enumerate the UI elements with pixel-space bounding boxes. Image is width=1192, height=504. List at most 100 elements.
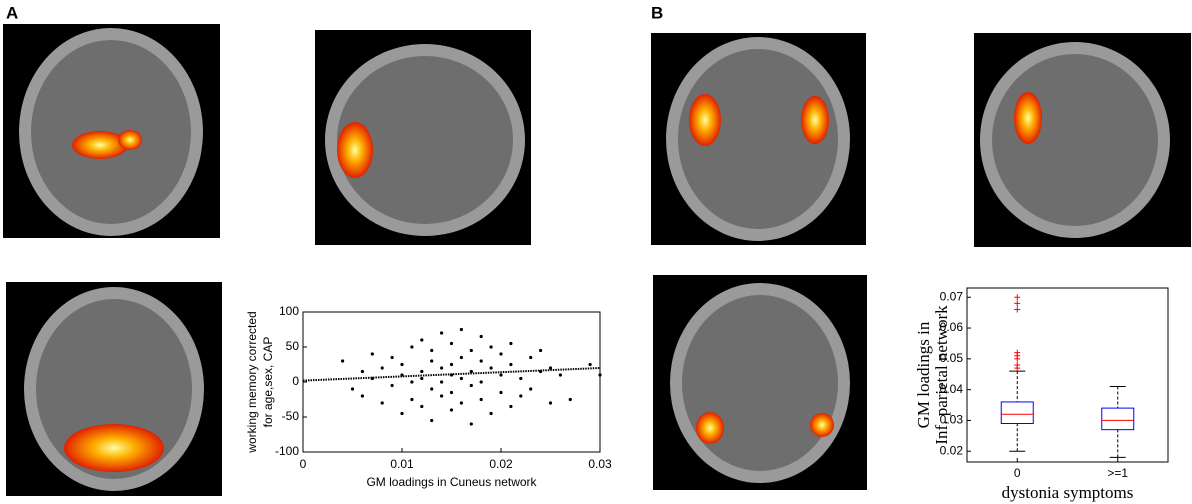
x-tick-label: 0 <box>300 457 307 471</box>
point <box>370 376 374 381</box>
brain-coronal-b <box>651 33 866 245</box>
flier <box>1014 349 1021 356</box>
point <box>430 418 434 423</box>
y-axis-label: Inf. parietal network <box>932 305 951 445</box>
point <box>548 401 553 405</box>
y-tick-label: 0.07 <box>940 289 964 303</box>
y-tick-label: 0.04 <box>940 382 964 396</box>
point <box>479 359 483 363</box>
point <box>360 369 364 374</box>
brain-coronal-a <box>3 24 220 238</box>
point <box>430 387 434 391</box>
point <box>469 348 473 353</box>
y-axis-label: GM loadings in <box>914 321 933 428</box>
y-tick-label: 100 <box>279 304 299 318</box>
y-tick-label: 0.06 <box>940 320 964 334</box>
point <box>420 338 424 342</box>
point <box>529 355 533 360</box>
point <box>380 401 384 405</box>
brain-axial-a <box>6 282 222 496</box>
point <box>341 359 345 363</box>
y-tick-label: 0.03 <box>940 413 964 427</box>
point <box>489 366 493 370</box>
flier <box>1014 361 1021 368</box>
x-axis-label: dystonia symptoms <box>1002 483 1134 502</box>
y-tick-label: -50 <box>282 409 300 423</box>
plot-frame <box>966 287 1169 463</box>
point <box>420 404 424 409</box>
point <box>449 373 454 377</box>
y-axis-label: for age,sex, CAP <box>261 337 275 428</box>
brain-axial-b <box>653 275 867 490</box>
point <box>509 404 513 409</box>
brain-sagittal-a <box>315 30 531 245</box>
point <box>588 362 592 367</box>
x-tick-label: 0.02 <box>489 457 513 471</box>
point <box>410 345 414 349</box>
x-tick-label: 0.01 <box>390 457 414 471</box>
box <box>1101 407 1135 431</box>
point <box>459 327 463 332</box>
point <box>430 359 434 363</box>
point <box>410 380 414 384</box>
point <box>479 334 483 339</box>
panel-label: B <box>651 3 663 22</box>
point <box>380 366 384 370</box>
point <box>430 348 434 353</box>
point <box>400 411 404 416</box>
point <box>558 373 563 377</box>
point <box>449 341 454 346</box>
point <box>469 369 473 374</box>
y-tick-label: 50 <box>286 339 300 353</box>
point <box>350 387 355 391</box>
flier <box>1014 306 1021 313</box>
panel-label: A <box>6 3 18 22</box>
y-tick-label: 0.05 <box>940 351 964 365</box>
point <box>509 362 513 367</box>
x-axis-label: GM loadings in Cuneus network <box>366 475 537 489</box>
point <box>509 341 513 346</box>
point <box>489 345 493 349</box>
point <box>390 355 394 360</box>
point <box>519 394 523 398</box>
point <box>440 380 444 384</box>
y-tick-label: 0 <box>292 374 299 388</box>
point <box>568 397 572 402</box>
point <box>440 366 444 370</box>
brain-sagittal-b <box>974 33 1191 247</box>
point <box>449 362 454 367</box>
point <box>370 352 374 356</box>
point <box>479 380 483 384</box>
x-tick-label: 0.03 <box>588 457 612 471</box>
point <box>499 352 503 356</box>
point <box>449 408 454 412</box>
point <box>440 331 444 335</box>
point <box>400 373 404 377</box>
point <box>449 390 454 395</box>
point <box>390 383 394 388</box>
point <box>489 411 493 416</box>
y-tick-label: 0.02 <box>940 443 964 457</box>
point <box>499 373 503 377</box>
point <box>420 376 424 381</box>
flier <box>1014 300 1021 307</box>
point <box>539 348 543 353</box>
point <box>360 394 364 398</box>
y-tick-label: -100 <box>275 444 299 458</box>
flier <box>1014 294 1021 301</box>
box <box>1000 401 1034 425</box>
point <box>479 397 483 402</box>
point <box>469 383 473 388</box>
x-tick-label: 0 <box>1014 466 1021 480</box>
point <box>440 394 444 398</box>
point <box>519 376 523 381</box>
point <box>410 397 414 402</box>
point <box>420 369 424 374</box>
plot-frame <box>302 311 601 453</box>
point <box>539 369 543 374</box>
point <box>548 366 553 370</box>
point <box>459 401 463 405</box>
y-axis-label: working memory corrected <box>245 311 259 453</box>
